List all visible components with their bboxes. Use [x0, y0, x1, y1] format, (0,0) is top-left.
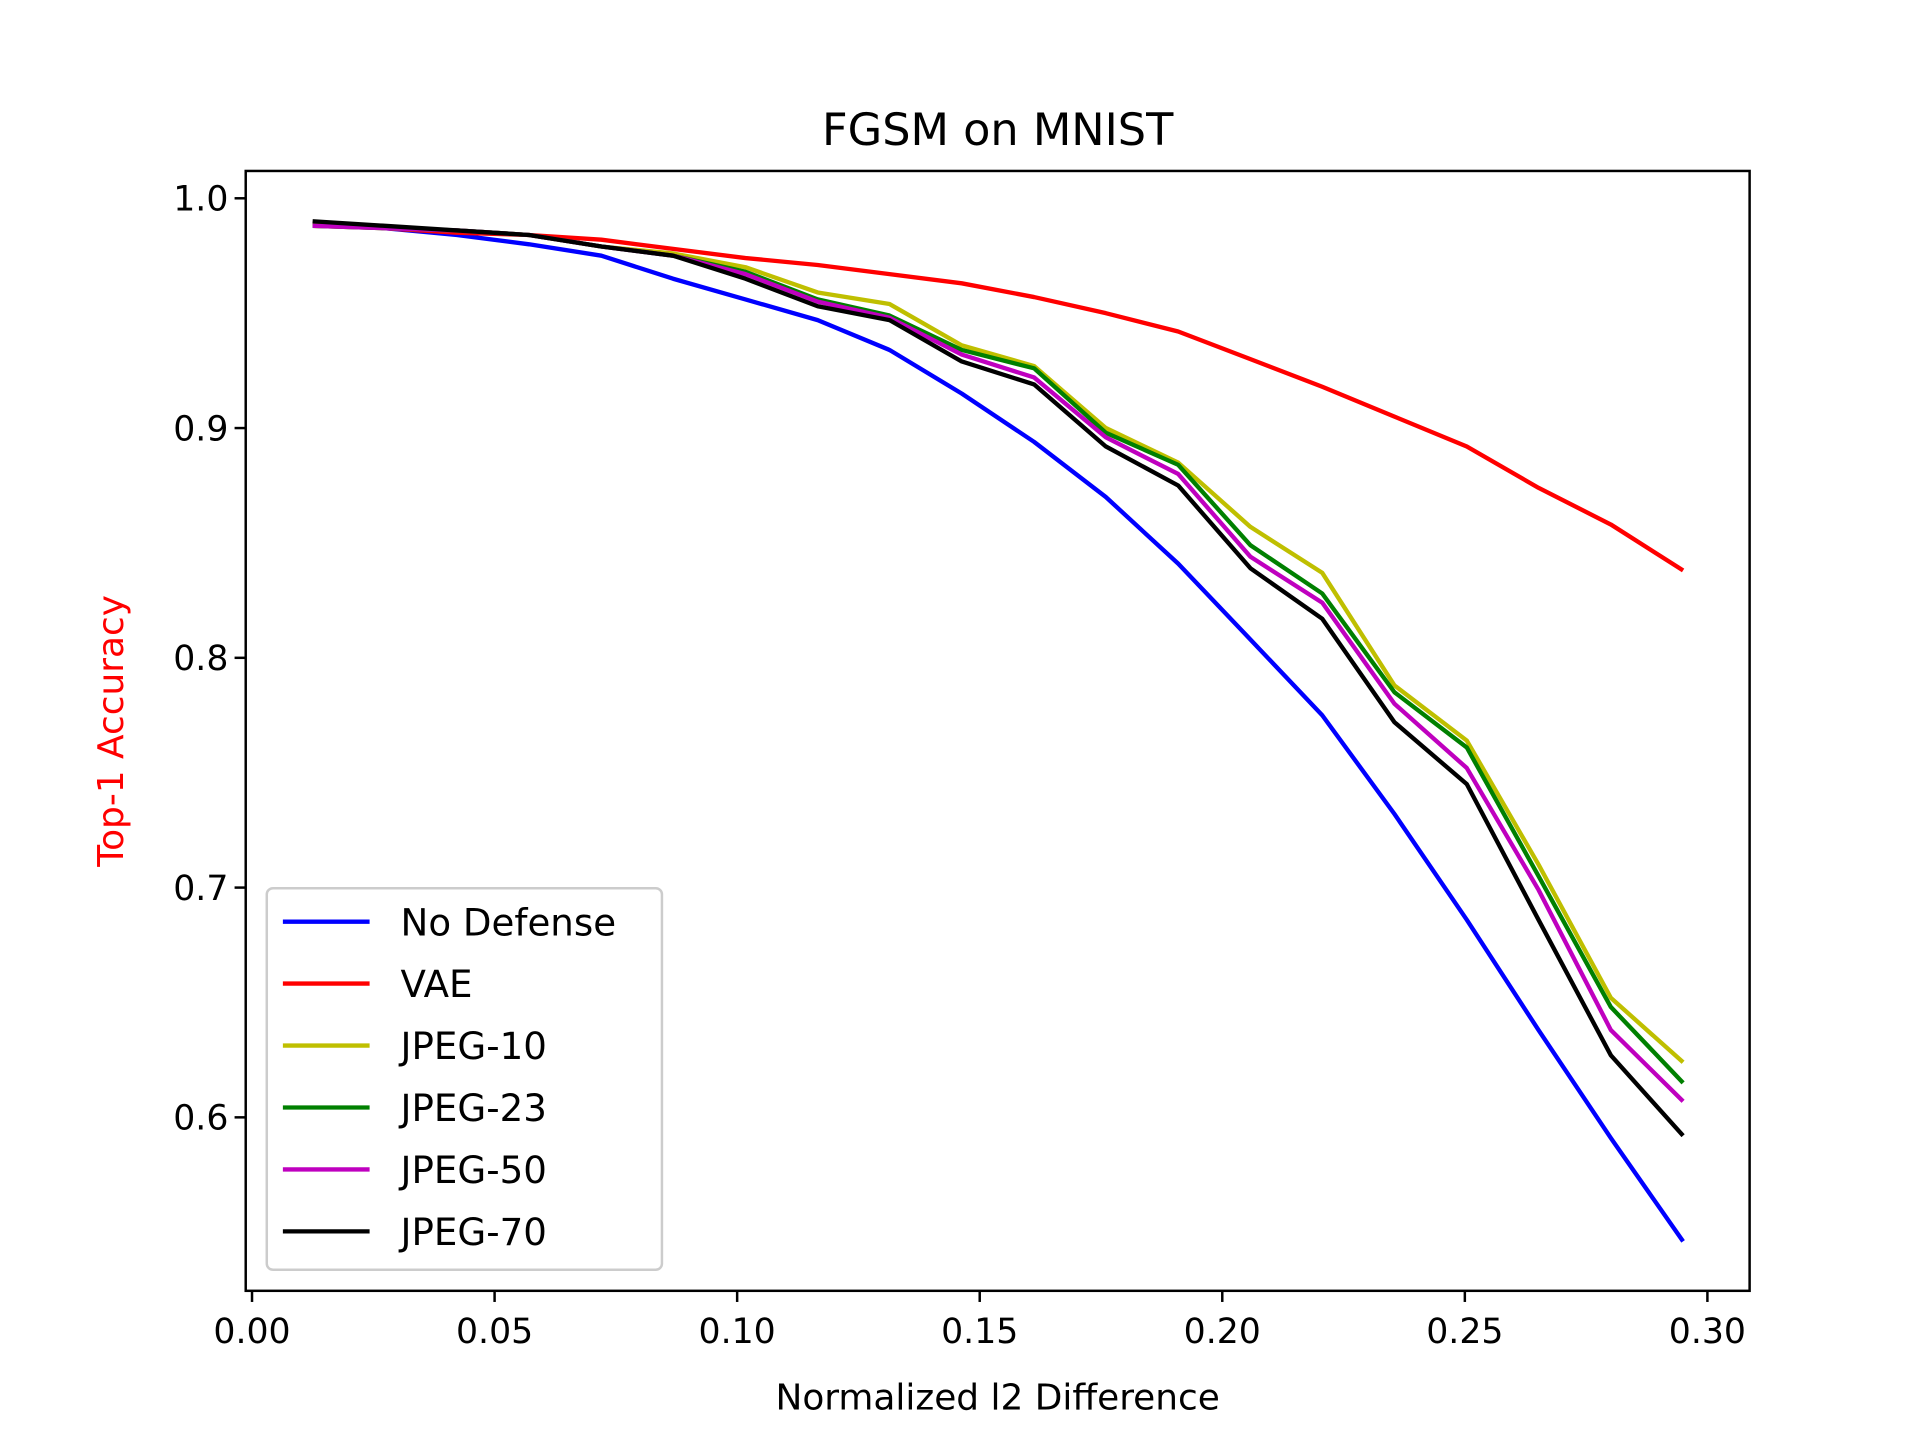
legend-label: JPEG-50: [399, 1149, 547, 1192]
y-axis-label: Top-1 Accuracy: [91, 595, 132, 868]
x-tick-label: 0.05: [456, 1312, 533, 1352]
legend-label: No Defense: [401, 901, 617, 944]
plot-frame: [244, 169, 1751, 1293]
x-tick-label: 0.10: [699, 1312, 776, 1352]
y-tick-label: 0.7: [173, 869, 228, 909]
series-line-no-defense: [312, 221, 1685, 1243]
series-lines: [312, 219, 1685, 1243]
x-tick-label: 0.30: [1669, 1312, 1746, 1352]
legend: No Defense VAE JPEG-10 JPEG-23 JPEG-50 JPEG-7…: [265, 886, 664, 1272]
x-tick-label: 0.00: [213, 1312, 290, 1352]
legend-label: JPEG-10: [399, 1025, 547, 1068]
legend-label: VAE: [401, 963, 473, 1006]
chart-title: FGSM on MNIST: [822, 104, 1174, 156]
x-tick-label: 0.20: [1184, 1312, 1261, 1352]
y-tick-label: 0.9: [173, 409, 228, 449]
legend-label: JPEG-70: [399, 1211, 547, 1254]
y-axis: 0.6 0.7 0.8 0.9 1.0: [173, 180, 246, 1139]
y-tick-label: 0.6: [173, 1099, 228, 1139]
x-tick-label: 0.25: [1426, 1312, 1503, 1352]
y-tick-label: 1.0: [173, 180, 228, 220]
x-tick-label: 0.15: [941, 1312, 1018, 1352]
series-line-jpeg-70: [312, 219, 1685, 1138]
y-tick-label: 0.8: [173, 639, 228, 679]
x-axis-label: Normalized l2 Difference: [775, 1378, 1219, 1419]
legend-label: JPEG-23: [399, 1087, 547, 1130]
x-axis: 0.00 0.05 0.10 0.15 0.20 0.25 0.30: [213, 1290, 1746, 1352]
